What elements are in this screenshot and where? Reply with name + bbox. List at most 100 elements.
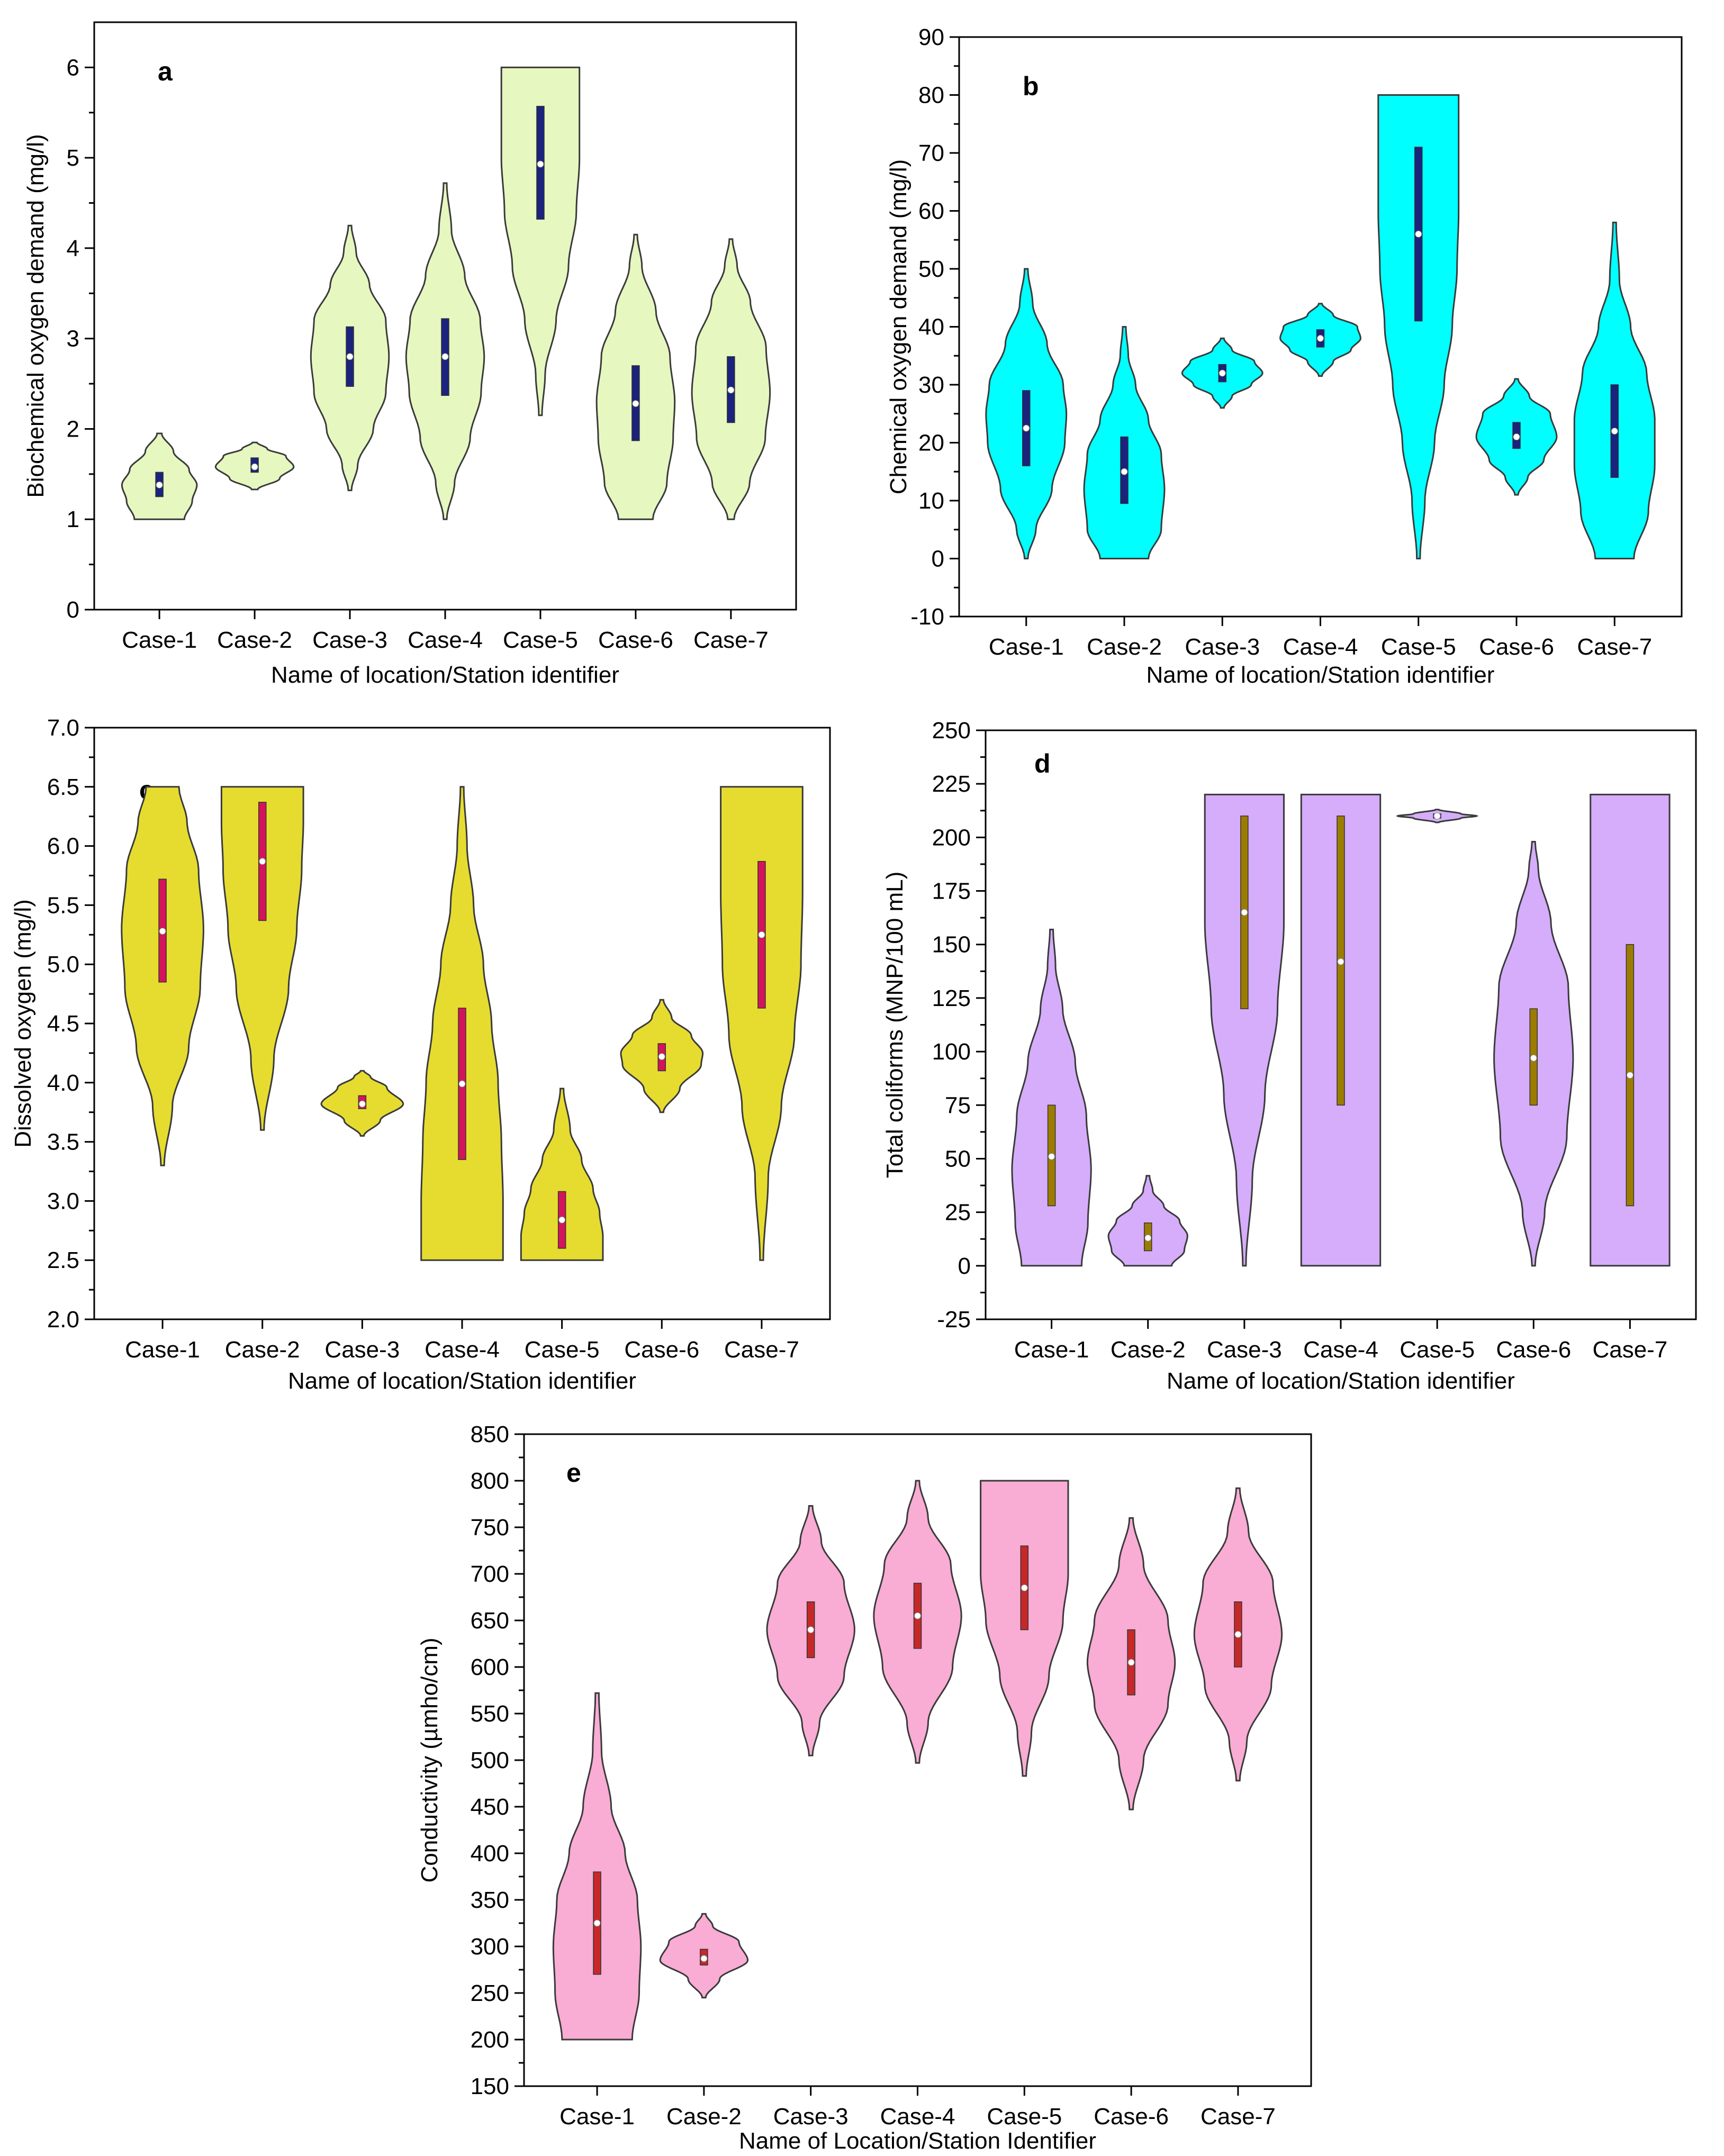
x-axis-title: Name of location/Station identifier <box>271 662 619 688</box>
x-tick-label: Case-2 <box>225 1337 300 1363</box>
y-tick-label: 850 <box>471 1421 509 1447</box>
median-point-case-6 <box>1127 1659 1135 1666</box>
violin-case-5 <box>500 66 581 416</box>
x-tick-label: Case-6 <box>624 1337 699 1363</box>
y-tick-label: 6.0 <box>47 834 79 859</box>
median-point-case-5 <box>1415 230 1422 238</box>
x-tick-label: Case-3 <box>1207 1337 1282 1363</box>
y-tick-label: 75 <box>945 1092 971 1118</box>
y-tick-label: 150 <box>471 2073 509 2099</box>
y-tick-label: 2.0 <box>47 1307 79 1333</box>
x-axis-title: Name of location/Station identifier <box>288 1368 636 1394</box>
y-axis-title: Dissolved oxygen (mg/l) <box>10 899 36 1148</box>
x-tick-label: Case-6 <box>1094 2104 1169 2130</box>
median-point-case-4 <box>1337 958 1344 965</box>
panel-a: 0 1 2 3 4 5 6 Case-1 Case-2 Case-3 Case-4 Case-5 Cas… <box>23 21 797 688</box>
median-point-case-7 <box>727 386 735 394</box>
median-point-case-1 <box>1023 424 1030 432</box>
median-point-case-4 <box>441 353 449 360</box>
y-tick-label: 350 <box>471 1887 509 1913</box>
x-tick-label: Case-1 <box>1014 1337 1089 1363</box>
y-tick-label: 3 <box>67 326 79 352</box>
x-tick-label: Case-3 <box>1185 634 1260 660</box>
y-tick-label: 1 <box>67 506 79 532</box>
y-tick-label: 3.0 <box>47 1188 79 1214</box>
y-tick-label: 175 <box>932 878 971 904</box>
y-tick-label: 250 <box>471 1980 509 2006</box>
x-tick-label: Case-7 <box>693 627 769 653</box>
x-tick-label: Case-7 <box>1592 1337 1667 1363</box>
y-tick-label: 20 <box>918 430 944 456</box>
median-point-case-6 <box>1530 1054 1537 1062</box>
y-tick-label: 150 <box>932 932 971 958</box>
y-tick-label: 2 <box>67 416 79 442</box>
x-tick-label: Case-3 <box>312 627 387 653</box>
x-tick-label: Case-6 <box>1496 1337 1571 1363</box>
x-tick-label: Case-2 <box>1111 1337 1186 1363</box>
x-tick-label: Case-4 <box>1283 634 1358 660</box>
y-tick-label: 25 <box>945 1200 971 1226</box>
y-tick-label: 450 <box>471 1794 509 1820</box>
x-tick-label: Case-5 <box>525 1337 600 1363</box>
y-tick-label: 4.5 <box>47 1011 79 1037</box>
y-tick-label: 80 <box>918 83 944 108</box>
median-point-case-5 <box>558 1216 566 1224</box>
y-tick-label: 90 <box>918 24 944 50</box>
x-tick-label: Case-4 <box>1303 1337 1378 1363</box>
y-tick-label: 4 <box>67 235 79 261</box>
x-tick-label: Case-4 <box>408 627 483 653</box>
panel-e: 150 200 250 300 350 400 450 500 550 600 650 700 750 8… <box>417 1421 1312 2154</box>
y-tick-label: 750 <box>471 1515 509 1541</box>
median-point-case-4 <box>1317 334 1324 342</box>
y-axis-title: Biochemical oxygen demand (mg/l) <box>23 134 49 497</box>
panel-letter: e <box>566 1458 581 1488</box>
median-point-case-3 <box>1218 369 1226 377</box>
median-point-case-6 <box>632 400 639 407</box>
x-tick-label: Case-5 <box>1381 634 1456 660</box>
panel-letter: d <box>1034 749 1051 778</box>
x-tick-label: Case-1 <box>122 627 197 653</box>
y-tick-label: 800 <box>471 1468 509 1494</box>
median-point-case-2 <box>1144 1234 1152 1242</box>
y-axis-title: Conductivity (µmho/cm) <box>417 1637 443 1882</box>
y-tick-label: -25 <box>937 1307 971 1333</box>
median-point-case-6 <box>1513 433 1520 441</box>
x-axis-title: Name of Location/Station Identifier <box>739 2128 1096 2154</box>
median-point-case-2 <box>259 858 266 865</box>
x-tick-label: Case-4 <box>425 1337 500 1363</box>
y-tick-label: 250 <box>932 718 971 744</box>
panel-letter: b <box>1023 71 1039 101</box>
median-point-case-3 <box>1241 909 1248 916</box>
x-tick-label: Case-7 <box>1201 2104 1276 2130</box>
median-point-case-5 <box>537 160 544 168</box>
violin-case-5 <box>1377 94 1460 559</box>
violin-case-5 <box>520 1088 604 1261</box>
y-tick-label: 50 <box>918 256 944 282</box>
y-tick-label: 7.0 <box>47 715 79 741</box>
y-tick-label: 5.5 <box>47 892 79 918</box>
x-tick-label: Case-4 <box>880 2104 955 2130</box>
y-tick-label: 225 <box>932 771 971 797</box>
x-tick-label: Case-5 <box>1400 1337 1475 1363</box>
y-tick-label: 0 <box>67 597 79 623</box>
median-point-case-3 <box>807 1626 815 1634</box>
median-point-case-2 <box>700 1955 708 1962</box>
y-tick-label: 3.5 <box>47 1129 79 1155</box>
y-tick-label: 10 <box>918 488 944 514</box>
median-point-case-5 <box>1433 812 1441 820</box>
y-tick-label: 5 <box>67 145 79 171</box>
y-axis-title: Chemical oxygen demand (mg/l) <box>886 159 911 494</box>
y-axis-title: Total coliforms (MNP/100 mL) <box>882 872 908 1178</box>
y-tick-label: 0 <box>932 546 944 572</box>
median-point-case-7 <box>758 931 765 938</box>
x-tick-label: Case-6 <box>1479 634 1554 660</box>
violin-case-2 <box>220 786 304 1131</box>
y-tick-label: 700 <box>471 1561 509 1587</box>
median-point-case-2 <box>1121 468 1128 475</box>
x-tick-label: Case-7 <box>1577 634 1652 660</box>
y-tick-label: 125 <box>932 985 971 1011</box>
x-tick-label: Case-1 <box>989 634 1064 660</box>
violin-case-1 <box>1011 928 1092 1267</box>
x-tick-label: Case-1 <box>559 2104 635 2130</box>
